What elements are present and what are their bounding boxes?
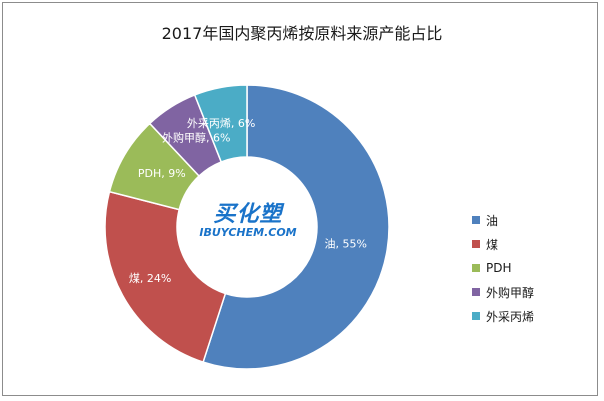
legend-label: 煤 (486, 237, 499, 252)
legend-label: PDH (486, 261, 512, 275)
legend-item: PDH (472, 256, 534, 280)
legend-swatch (472, 312, 480, 320)
legend: 油煤 PDH 外购甲醇外采丙烯 (472, 208, 534, 328)
legend-item: 外采丙烯 (472, 304, 534, 328)
donut-slice (104, 190, 227, 363)
legend-swatch (472, 264, 480, 272)
legend-label: 外采丙烯 (486, 309, 535, 324)
slice-label: 外采丙烯, 6% (187, 117, 255, 130)
slice-label: PDH, 9% (138, 167, 186, 180)
logo-text-cn: 买化塑 (213, 202, 283, 227)
chart-title: 2017年国内聚丙烯按原料来源产能占比 (161, 24, 443, 43)
donut-slice (193, 84, 248, 163)
watermark-logo: 买化塑 IBUYCHEM.COM (178, 204, 318, 240)
legend-label: 外购甲醇 (486, 285, 535, 300)
legend-swatch (472, 288, 480, 296)
slice-label: 外购甲醇, 6% (162, 131, 230, 145)
slice-label: 煤, 24% (129, 272, 171, 285)
legend-item: 外购甲醇 (472, 280, 534, 304)
donut-slice (202, 84, 390, 370)
legend-item: 煤 (472, 232, 534, 256)
legend-label: 油 (486, 213, 499, 228)
slice-label: 油, 55% (324, 237, 366, 251)
legend-item: 油 (472, 208, 534, 232)
legend-swatch (472, 240, 480, 248)
legend-swatch (472, 216, 480, 224)
logo-text-en: IBUYCHEM.COM (199, 226, 297, 239)
